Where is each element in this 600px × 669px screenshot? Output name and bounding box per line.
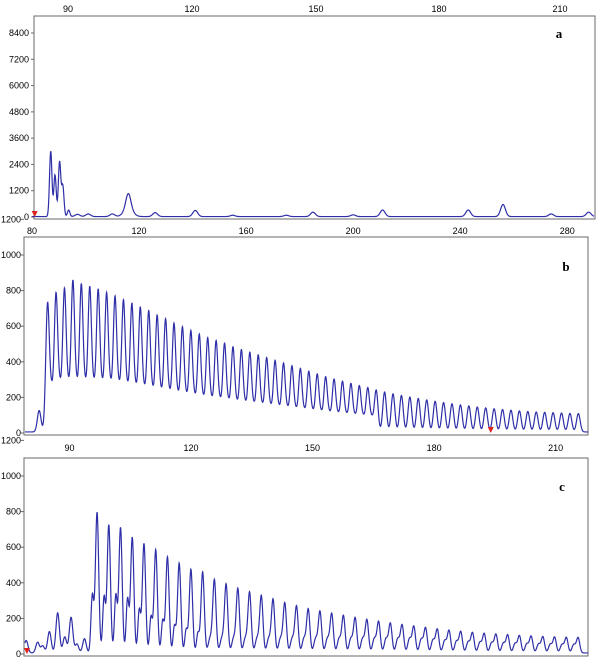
panel-a-top-tick-label: 210: [552, 4, 567, 14]
panel-b-x-tick-label: 210: [548, 443, 563, 453]
panel-b-marker: [487, 427, 494, 433]
panel-a-y-tick-label: 2400: [9, 159, 29, 169]
panel-a-top-tick-label: 90: [63, 4, 73, 14]
panel-c-y-tick-label: 400: [6, 578, 21, 588]
panel-c-y-tick-label: 1200: [1, 435, 21, 445]
panel-a-x-tick-label: 240: [453, 226, 468, 236]
panel-a-y-tick-label: 7200: [9, 54, 29, 64]
panel-b-x-tick-label: 90: [65, 443, 75, 453]
panel-a-marker: [31, 211, 38, 217]
panel-a-top-tick-label: 120: [184, 4, 199, 14]
panel-b-y-tick-label: 800: [6, 286, 21, 296]
panel-a-y-tick-label: 6000: [9, 81, 29, 91]
panel-c-letter: c: [559, 479, 565, 494]
panel-a-trace: [32, 150, 595, 218]
panel-b-y-tick-label: 600: [6, 321, 21, 331]
panel-a-y-tick-label: 1200: [9, 186, 29, 196]
panel-b-letter: b: [562, 259, 569, 274]
panel-a-top-tick-label: 180: [431, 4, 446, 14]
panel-a-y-tick-label: 0: [24, 212, 29, 222]
panel-a-x-tick-label: 80: [27, 226, 37, 236]
panel-b-x-tick-label: 150: [305, 443, 320, 453]
panel-c-trace: [24, 512, 588, 654]
panel-a-y-tick-label: 3600: [9, 133, 29, 143]
panel-c: 0 200 400 600 800 1000 1200 c: [1, 435, 589, 659]
panel-c-y-tick-label: 0: [16, 649, 21, 659]
panel-a-x-tick-label: 120: [132, 226, 147, 236]
panel-a-top-tick-label: 150: [308, 4, 323, 14]
panel-a-y-tick-label: 4800: [9, 107, 29, 117]
panel-c-y-tick-label: 200: [6, 613, 21, 623]
panel-b-x-tick-label: 180: [427, 443, 442, 453]
panel-c-y-tick-label: 800: [6, 507, 21, 517]
panel-c-y-tick-label: 600: [6, 542, 21, 552]
panel-a-x-tick-label: 160: [239, 226, 254, 236]
panel-a-x-tick-label: 280: [560, 226, 575, 236]
panel-a-y-tick-label: 8400: [9, 28, 29, 38]
panel-a: 0 1200 2400 3600 4800 6000 7200 8400 90 120 150 180…: [9, 4, 596, 236]
panel-a-frame: [33, 15, 596, 220]
panel-b-x-tick-label: 120: [184, 443, 199, 453]
panel-b-y-tick-label: 400: [6, 357, 21, 367]
panel-a-letter: a: [556, 26, 563, 41]
panel-b-trace: [25, 279, 588, 433]
panel-b-y-tick-label: 200: [6, 392, 21, 402]
panel-b-y-tick-label: 1000: [1, 250, 21, 260]
panel-c-y-tick-label: 1000: [1, 471, 21, 481]
panel-b-y-tick-label: 1200: [1, 214, 21, 224]
panel-a-x-tick-label: 200: [346, 226, 361, 236]
panel-c-marker: [23, 648, 30, 654]
panel-b-y-tick-label: 0: [16, 428, 21, 438]
